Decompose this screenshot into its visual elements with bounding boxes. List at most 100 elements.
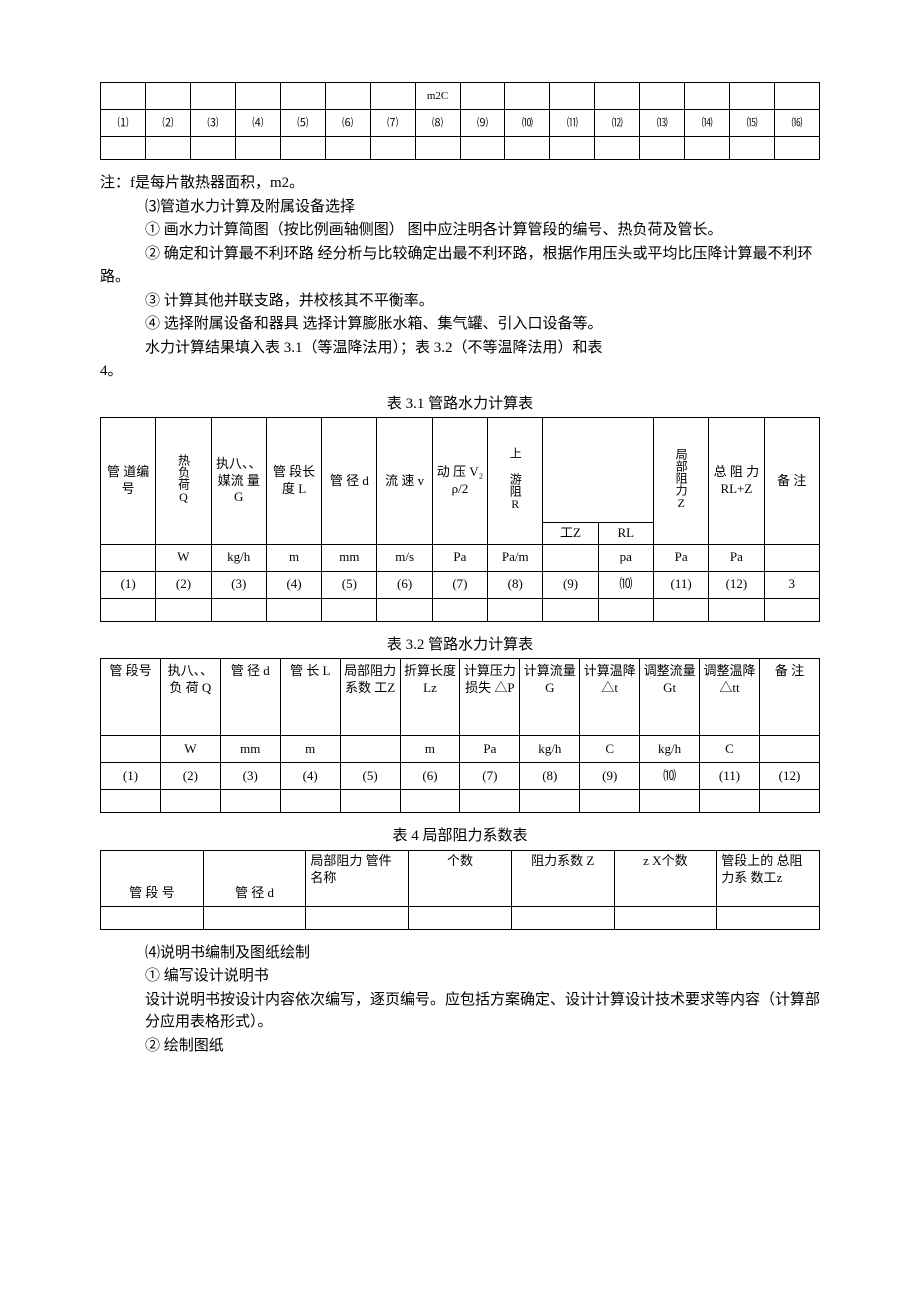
sec4-1: ① 编写设计说明书 [100, 965, 820, 988]
sec3-title: ⑶管道水力计算及附属设备选择 [100, 196, 820, 219]
t31s10: RL [598, 523, 653, 545]
t32u6: m [400, 736, 460, 763]
t31u10: pa [598, 544, 653, 571]
table-4: 管 段 号 管 径 d 局部阻力 管件名称 个数 阻力系数 Z z X个数 管段… [100, 850, 820, 930]
t31-header-row: 管 道编 号 热负荷Q 执八、、媒流 量 G 管 段长 度 L 管 径 d 流 … [101, 418, 820, 523]
t32h6: 折算长度 Lz [400, 659, 460, 736]
t31n5: (5) [322, 571, 377, 598]
t32h2: 执八、、负 荷 Q [160, 659, 220, 736]
t31-empty-row [101, 598, 820, 621]
t0r2c13: ⒀ [640, 110, 685, 137]
t0r2c9: ⑼ [460, 110, 505, 137]
sec3-fillb: 4。 [100, 360, 820, 383]
t0r1c13 [640, 83, 685, 110]
t4h5: 阻力系数 Z [511, 850, 614, 906]
t4h6: z X个数 [614, 850, 717, 906]
t32n10: ⑽ [640, 763, 700, 790]
t0r2c1: ⑴ [101, 110, 146, 137]
caption-3-1: 表 3.1 管路水力计算表 [100, 393, 820, 416]
t31n1: (1) [101, 571, 156, 598]
t0r1c12 [595, 83, 640, 110]
t0r1c2 [145, 83, 190, 110]
t31h13: 备 注 [764, 418, 819, 545]
table-top-fragment: m2C ⑴ ⑵ ⑶ ⑷ ⑸ ⑹ ⑺ ⑻ ⑼ ⑽ ⑾ ⑿ ⒀ ⒁ ⒂ ⒃ [100, 82, 820, 160]
t0r2c7: ⑺ [370, 110, 415, 137]
t31n6: (6) [377, 571, 432, 598]
t31u11: Pa [653, 544, 708, 571]
t4h7: 管段上的 总阻力系 数工z [717, 850, 820, 906]
t0r1c9 [460, 83, 505, 110]
t32n5: (5) [340, 763, 400, 790]
t32n3: (3) [220, 763, 280, 790]
sec3-2: ② 确定和计算最不利环路 经分析与比较确定出最不利环路，根据作用压头或平均比压降… [100, 243, 820, 266]
t31u1 [101, 544, 156, 571]
t31n12: (12) [709, 571, 764, 598]
t32u9: C [580, 736, 640, 763]
t0r1c6 [325, 83, 370, 110]
t32n1: (1) [101, 763, 161, 790]
t32n8: (8) [520, 763, 580, 790]
table0-row2: ⑴ ⑵ ⑶ ⑷ ⑸ ⑹ ⑺ ⑻ ⑼ ⑽ ⑾ ⑿ ⒀ ⒁ ⒂ ⒃ [101, 110, 820, 137]
t0r1c5 [280, 83, 325, 110]
t32n2: (2) [160, 763, 220, 790]
t32n11: (11) [700, 763, 760, 790]
t32h5: 局部阻力系数 工Z [340, 659, 400, 736]
t31h7: 动 压 V₂ρ/2 [432, 418, 487, 545]
t32-nums-row: (1) (2) (3) (4) (5) (6) (7) (8) (9) ⑽ (1… [101, 763, 820, 790]
t31u13 [764, 544, 819, 571]
t31n8: (8) [488, 571, 543, 598]
sec3-fill: 水力计算结果填入表 3.1（等温降法用）；表 3.2（不等温降法用）和表 [100, 337, 820, 360]
t0r1c14 [685, 83, 730, 110]
t0r1c15 [730, 83, 775, 110]
t0r2c12: ⑿ [595, 110, 640, 137]
sec3-1: ① 画水力计算简图（按比例画轴侧图） 图中应注明各计算管段的编号、热负荷及管长。 [100, 219, 820, 242]
t31n9: (9) [543, 571, 598, 598]
table-3-1: 管 道编 号 热负荷Q 执八、、媒流 量 G 管 段长 度 L 管 径 d 流 … [100, 417, 820, 622]
t32u12 [759, 736, 819, 763]
sec4-body: 设计说明书按设计内容依次编写，逐页编号。应包括方案确定、设计计算设计技术要求等内… [100, 989, 820, 1034]
t31h3: 执八、、媒流 量 G [211, 418, 266, 545]
t31h11: 局部阻力Z [653, 418, 708, 545]
t0r1c10 [505, 83, 550, 110]
t4-header-row: 管 段 号 管 径 d 局部阻力 管件名称 个数 阻力系数 Z z X个数 管段… [101, 850, 820, 906]
t31u7: Pa [432, 544, 487, 571]
t31n10: ⑽ [598, 571, 653, 598]
t0r2c16: ⒃ [775, 110, 820, 137]
t32h10: 调整流量 Gt [640, 659, 700, 736]
caption-4: 表 4 局部阻力系数表 [100, 825, 820, 848]
t31u5: mm [322, 544, 377, 571]
table0-empty [101, 137, 820, 160]
t4h3: 局部阻力 管件名称 [306, 850, 409, 906]
t31u3: kg/h [211, 544, 266, 571]
t0r1c11 [550, 83, 595, 110]
t31n11: (11) [653, 571, 708, 598]
t32u3: mm [220, 736, 280, 763]
t4h4: 个数 [409, 850, 512, 906]
t31n2: (2) [156, 571, 211, 598]
t31n7: (7) [432, 571, 487, 598]
t32h1: 管 段号 [101, 659, 161, 736]
t0r1c16 [775, 83, 820, 110]
t31u2: W [156, 544, 211, 571]
t31h4: 管 段长 度 L [266, 418, 321, 545]
t0r2c2: ⑵ [145, 110, 190, 137]
t0r2c10: ⑽ [505, 110, 550, 137]
t0r2c3: ⑶ [190, 110, 235, 137]
t31-units-row: W kg/h m mm m/s Pa Pa/m pa Pa Pa [101, 544, 820, 571]
t32h8: 计算流量 G [520, 659, 580, 736]
t0r1c7 [370, 83, 415, 110]
t31u12: Pa [709, 544, 764, 571]
t32h11: 调整温降 △tt [700, 659, 760, 736]
t32n7: (7) [460, 763, 520, 790]
t0r1c8: m2C [415, 83, 460, 110]
note-f: 注：f是每片散热器面积，m2。 [100, 172, 820, 195]
t32u4: m [280, 736, 340, 763]
table0-row1: m2C [101, 83, 820, 110]
sec3-4: ④ 选择附属设备和器具 选择计算膨胀水箱、集气罐、引入口设备等。 [100, 313, 820, 336]
t31u8: Pa/m [488, 544, 543, 571]
t32-header-row: 管 段号 执八、、负 荷 Q 管 径 d 管 长 L 局部阻力系数 工Z 折算长… [101, 659, 820, 736]
t4-empty-row [101, 906, 820, 929]
caption-3-2: 表 3.2 管路水力计算表 [100, 634, 820, 657]
t31-nums-row: (1) (2) (3) (4) (5) (6) (7) (8) (9) ⑽ (1… [101, 571, 820, 598]
t32u5 [340, 736, 400, 763]
